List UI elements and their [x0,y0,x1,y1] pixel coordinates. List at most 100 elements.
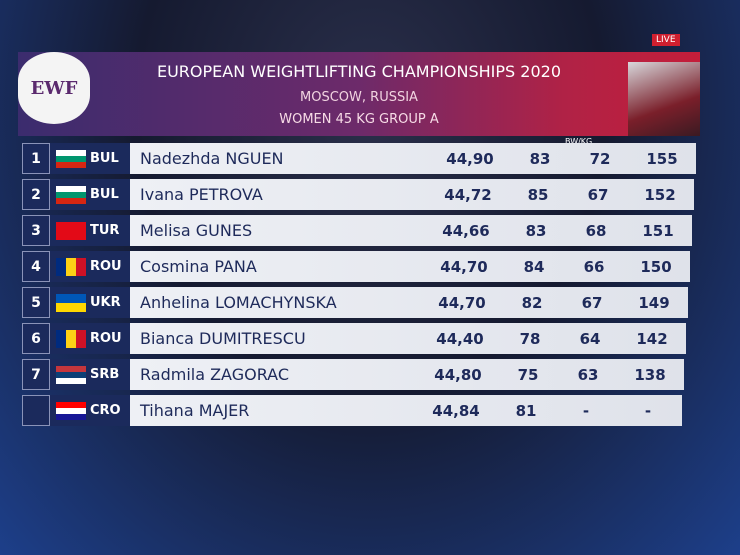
bw-cell: 44,70 [438,293,486,312]
country-code: BUL [90,187,119,202]
flag-stripe [56,185,86,192]
athlete-name: Anhelina LOMACHYNSKA [140,293,337,312]
flag-stripe [56,371,86,378]
row-body [130,359,684,390]
flag [56,401,86,420]
total-cell: 152 [644,185,676,204]
snatch-cell: 84 [523,257,545,276]
location: MOSCOW, RUSSIA [300,90,418,105]
flag-stripe [56,191,86,198]
row-body [130,215,692,246]
total-cell: 150 [640,257,672,276]
column-label: BW/KG [565,137,593,146]
athlete-name: Cosmina PANA [140,257,257,276]
clean-jerk-cell: 66 [583,257,605,276]
flag-stripe [56,293,86,303]
row-body [130,323,686,354]
total-cell: 138 [634,365,666,384]
bw-cell: 44,66 [442,221,490,240]
logo: EWF [18,52,90,124]
flag [56,185,86,204]
group: WOMEN 45 KG GROUP A [279,112,439,127]
snatch-cell: 81 [515,401,537,420]
bw-cell: 44,80 [434,365,482,384]
clean-jerk-cell: 64 [579,329,601,348]
bw-cell: 44,40 [436,329,484,348]
country-cell: ROU [50,323,130,354]
total-cell: 151 [642,221,674,240]
clean-jerk-cell: 72 [589,149,611,168]
country-cell: BUL [50,143,130,174]
country-cell: BUL [50,179,130,210]
flag-stripe [56,155,86,162]
total-cell: - [644,401,652,420]
snatch-cell: 83 [529,149,551,168]
clean-jerk-cell: 67 [581,293,603,312]
snatch-cell: 83 [525,221,547,240]
country-code: TUR [90,223,120,238]
row-body [130,287,688,318]
flag [56,329,86,348]
bw-cell: 44,72 [444,185,492,204]
bw-cell: 44,90 [446,149,494,168]
flag-stripe [56,365,86,372]
clean-jerk-cell: 68 [585,221,607,240]
rank-cell [22,395,50,426]
athlete-name: Tihana MAJER [140,401,250,420]
flag [56,293,86,312]
country-cell: UKR [50,287,130,318]
country-code: UKR [90,295,121,310]
flag-stripe [56,149,86,156]
rank-cell: 1 [22,143,50,174]
country-cell: TUR [50,215,130,246]
clean-jerk-cell: - [582,401,590,420]
rank-cell: 5 [22,287,50,318]
title: EUROPEAN WEIGHTLIFTING CHAMPIONSHIPS 202… [156,62,562,81]
flag-stripe [56,377,86,384]
country-code: ROU [90,259,122,274]
flag-stripe [56,413,86,420]
flag-stripe [56,401,86,408]
athlete-photo [628,62,700,136]
country-code: ROU [90,331,122,346]
rank-cell: 7 [22,359,50,390]
total-cell: 149 [638,293,670,312]
country-code: SRB [90,367,120,382]
row-body [130,179,694,210]
flag [56,257,86,276]
flag-stripe [56,407,86,414]
live-badge: LIVE [652,34,680,46]
rank-cell: 2 [22,179,50,210]
country-cell: ROU [50,251,130,282]
country-cell: SRB [50,359,130,390]
rank-cell: 4 [22,251,50,282]
flag-stripe [56,221,86,240]
snatch-cell: 82 [521,293,543,312]
athlete-name: Melisa GUNES [140,221,253,240]
flag-stripe [66,329,76,348]
athlete-name: Bianca DUMITRESCU [140,329,306,348]
clean-jerk-cell: 67 [587,185,609,204]
row-body [130,251,690,282]
athlete-name: Radmila ZAGORAC [140,365,290,384]
bw-cell: 44,70 [440,257,488,276]
athlete-name: Ivana PETROVA [140,185,263,204]
flag [56,149,86,168]
row-body [130,395,682,426]
flag [56,221,86,240]
flag-stripe [76,257,86,276]
total-cell: 142 [636,329,668,348]
clean-jerk-cell: 63 [577,365,599,384]
country-code: BUL [90,151,119,166]
flag [56,365,86,384]
flag-stripe [56,302,86,312]
rank-cell: 3 [22,215,50,246]
snatch-cell: 75 [517,365,539,384]
flag-stripe [76,329,86,348]
snatch-cell: 78 [519,329,541,348]
header-band [18,52,700,136]
rank-cell: 6 [22,323,50,354]
flag-stripe [56,257,66,276]
flag-stripe [66,257,76,276]
